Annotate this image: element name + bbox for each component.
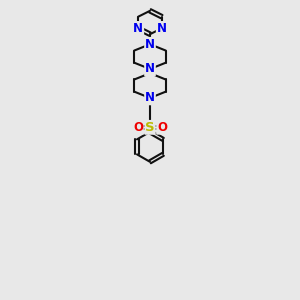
Text: O: O xyxy=(157,121,167,134)
Text: N: N xyxy=(145,38,155,51)
Text: O: O xyxy=(133,121,143,134)
Text: S: S xyxy=(145,121,155,134)
Text: N: N xyxy=(145,62,155,76)
Text: N: N xyxy=(145,92,155,104)
Text: N: N xyxy=(133,22,143,35)
Text: N: N xyxy=(157,22,167,35)
